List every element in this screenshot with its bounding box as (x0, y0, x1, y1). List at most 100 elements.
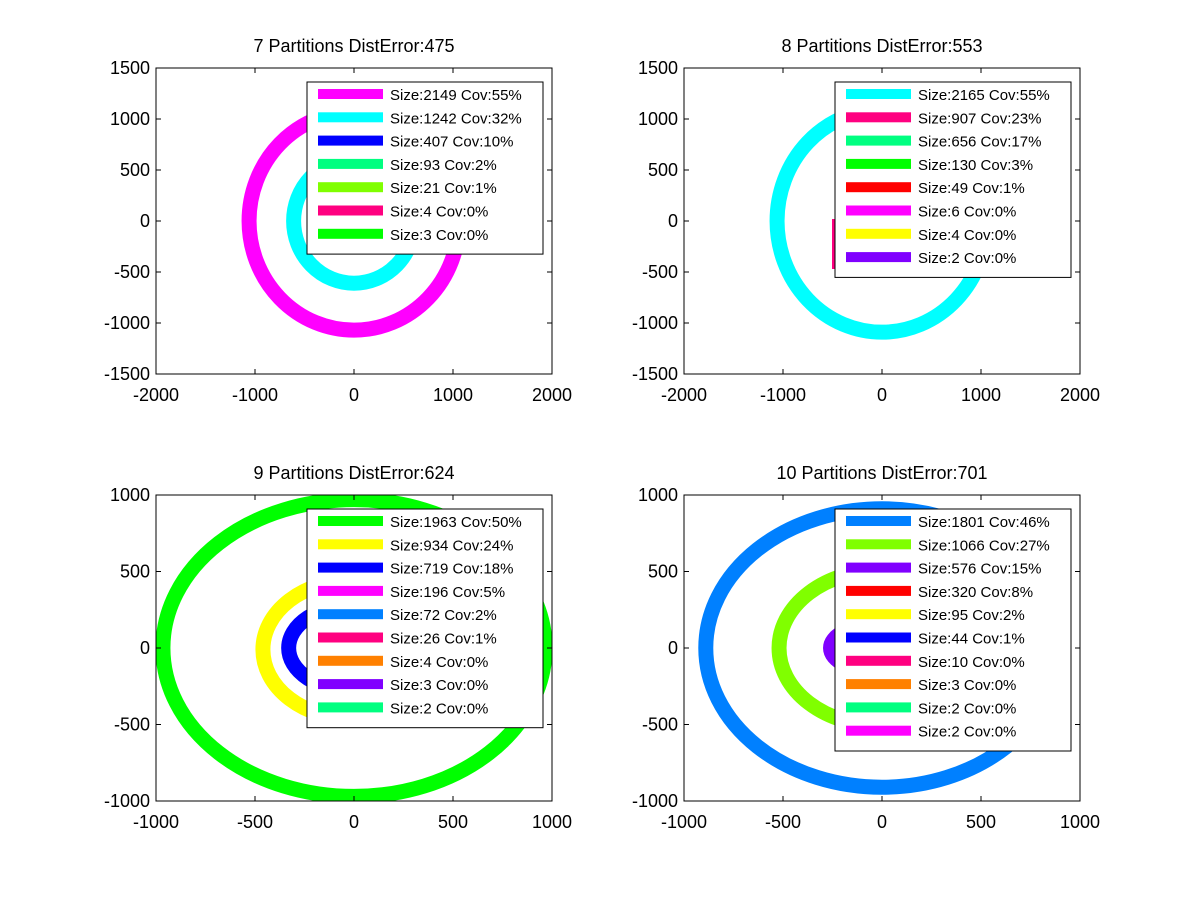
legend-label-10: Size:2 Cov:0% (918, 724, 1016, 741)
x-tick-label: -1000 (133, 812, 179, 832)
y-tick-label: 1500 (110, 58, 150, 78)
y-tick-label: -500 (642, 262, 678, 282)
y-tick-label: 0 (140, 638, 150, 658)
y-tick-label: -1500 (104, 364, 150, 384)
x-tick-label: 500 (966, 812, 996, 832)
y-tick-label: 1000 (110, 485, 150, 505)
legend-label-6: Size:6 Cov:0% (918, 204, 1016, 221)
y-tick-label: 1000 (638, 109, 678, 129)
legend-swatch-2 (846, 539, 911, 550)
subplot-title: 8 Partitions DistError:553 (781, 36, 982, 56)
y-tick-label: 0 (140, 211, 150, 231)
y-tick-label: 0 (668, 638, 678, 658)
legend-swatch-7 (846, 228, 911, 239)
legend-label-5: Size:95 Cov:2% (918, 607, 1025, 624)
data-fragment-2 (832, 219, 836, 269)
legend: Size:2149 Cov:55% Size:1242 Cov:32% Size:4… (306, 81, 544, 255)
x-tick-label: 0 (349, 812, 359, 832)
legend-swatch-3 (318, 135, 383, 146)
legend-label-2: Size:934 Cov:24% (390, 537, 513, 554)
subplot-4: 10 Partitions DistError:701 -1000 -500 0 500… (632, 463, 1100, 832)
legend-label-6: Size:44 Cov:1% (918, 631, 1025, 648)
y-tick-label: -1000 (104, 791, 150, 811)
legend-label-9: Size:2 Cov:0% (390, 700, 488, 717)
x-tick-label: 0 (877, 812, 887, 832)
x-tick-label: 1000 (433, 385, 473, 405)
legend-swatch-1 (318, 516, 383, 526)
y-tick-label: 500 (120, 160, 150, 180)
legend-label-5: Size:49 Cov:1% (918, 180, 1025, 197)
legend-label-6: Size:26 Cov:1% (390, 631, 497, 648)
x-tick-label: -500 (765, 812, 801, 832)
x-tick-label: -1000 (232, 385, 278, 405)
legend-swatch-7 (318, 228, 383, 239)
legend-label-7: Size:3 Cov:0% (390, 227, 488, 244)
legend-swatch-5 (318, 182, 383, 193)
legend-swatch-3 (318, 562, 383, 573)
legend-swatch-2 (318, 539, 383, 550)
y-tick-label: 500 (648, 160, 678, 180)
legend-label-5: Size:21 Cov:1% (390, 180, 497, 197)
legend-swatch-5 (846, 609, 911, 620)
legend-label-1: Size:1801 Cov:46% (918, 514, 1050, 531)
legend-swatch-1 (846, 89, 911, 99)
x-tick-label: 1000 (1060, 812, 1100, 832)
legend-label-3: Size:407 Cov:10% (390, 134, 513, 151)
legend-swatch-8 (318, 679, 383, 690)
legend-label-4: Size:320 Cov:8% (918, 584, 1033, 601)
x-tick-label: 2000 (1060, 385, 1100, 405)
legend-label-7: Size:4 Cov:0% (918, 227, 1016, 244)
x-tick-label: 0 (349, 385, 359, 405)
legend-swatch-5 (318, 609, 383, 620)
legend-label-1: Size:2149 Cov:55% (390, 87, 522, 104)
legend-swatch-3 (846, 562, 911, 573)
legend-label-8: Size:2 Cov:0% (918, 250, 1016, 267)
y-tick-label: 1000 (638, 485, 678, 505)
legend-swatch-6 (318, 632, 383, 643)
legend-label-8: Size:3 Cov:0% (918, 677, 1016, 694)
x-tick-label: 0 (877, 385, 887, 405)
legend-swatch-3 (846, 135, 911, 146)
legend-label-1: Size:2165 Cov:55% (918, 87, 1050, 104)
y-tick-label: 500 (648, 562, 678, 582)
subplot-3: 9 Partitions DistError:624 -1000 -500 0 500 1… (104, 463, 572, 832)
legend-swatch-4 (846, 158, 911, 169)
legend-label-2: Size:907 Cov:23% (918, 110, 1041, 127)
y-tick-label: 0 (668, 211, 678, 231)
legend-swatch-6 (318, 205, 383, 216)
legend-label-2: Size:1066 Cov:27% (918, 537, 1050, 554)
legend-swatch-4 (318, 585, 383, 596)
subplot-title: 7 Partitions DistError:475 (253, 36, 454, 56)
y-tick-label: -1000 (632, 791, 678, 811)
legend-swatch-1 (846, 516, 911, 526)
x-tick-label: 500 (438, 812, 468, 832)
legend-swatch-6 (846, 632, 911, 643)
y-tick-label: 1000 (110, 109, 150, 129)
legend-label-9: Size:2 Cov:0% (918, 700, 1016, 717)
legend-label-3: Size:576 Cov:15% (918, 561, 1041, 578)
x-tick-label: -2000 (133, 385, 179, 405)
legend-swatch-8 (846, 252, 911, 263)
legend-swatch-2 (846, 112, 911, 123)
x-tick-label: -1000 (661, 812, 707, 832)
legend-swatch-6 (846, 205, 911, 216)
legend-label-4: Size:196 Cov:5% (390, 584, 505, 601)
legend-label-6: Size:4 Cov:0% (390, 204, 488, 221)
x-tick-label: 2000 (532, 385, 572, 405)
legend: Size:1801 Cov:46% Size:1066 Cov:27% Size:5… (834, 508, 1072, 752)
y-tick-label: 500 (120, 562, 150, 582)
legend-label-5: Size:72 Cov:2% (390, 607, 497, 624)
legend-label-2: Size:1242 Cov:32% (390, 110, 522, 127)
subplot-2: 8 Partitions DistError:553 -2000 -1000 0 100… (632, 36, 1100, 405)
y-tick-label: -500 (114, 262, 150, 282)
subplot-title: 10 Partitions DistError:701 (776, 463, 987, 483)
legend-swatch-9 (318, 702, 383, 713)
legend-label-4: Size:130 Cov:3% (918, 157, 1033, 174)
x-tick-label: 1000 (961, 385, 1001, 405)
legend-label-7: Size:4 Cov:0% (390, 654, 488, 671)
legend: Size:2165 Cov:55% Size:907 Cov:23% Size:65… (834, 81, 1072, 278)
legend-swatch-5 (846, 182, 911, 193)
legend-swatch-1 (318, 89, 383, 99)
y-tick-label: 1500 (638, 58, 678, 78)
